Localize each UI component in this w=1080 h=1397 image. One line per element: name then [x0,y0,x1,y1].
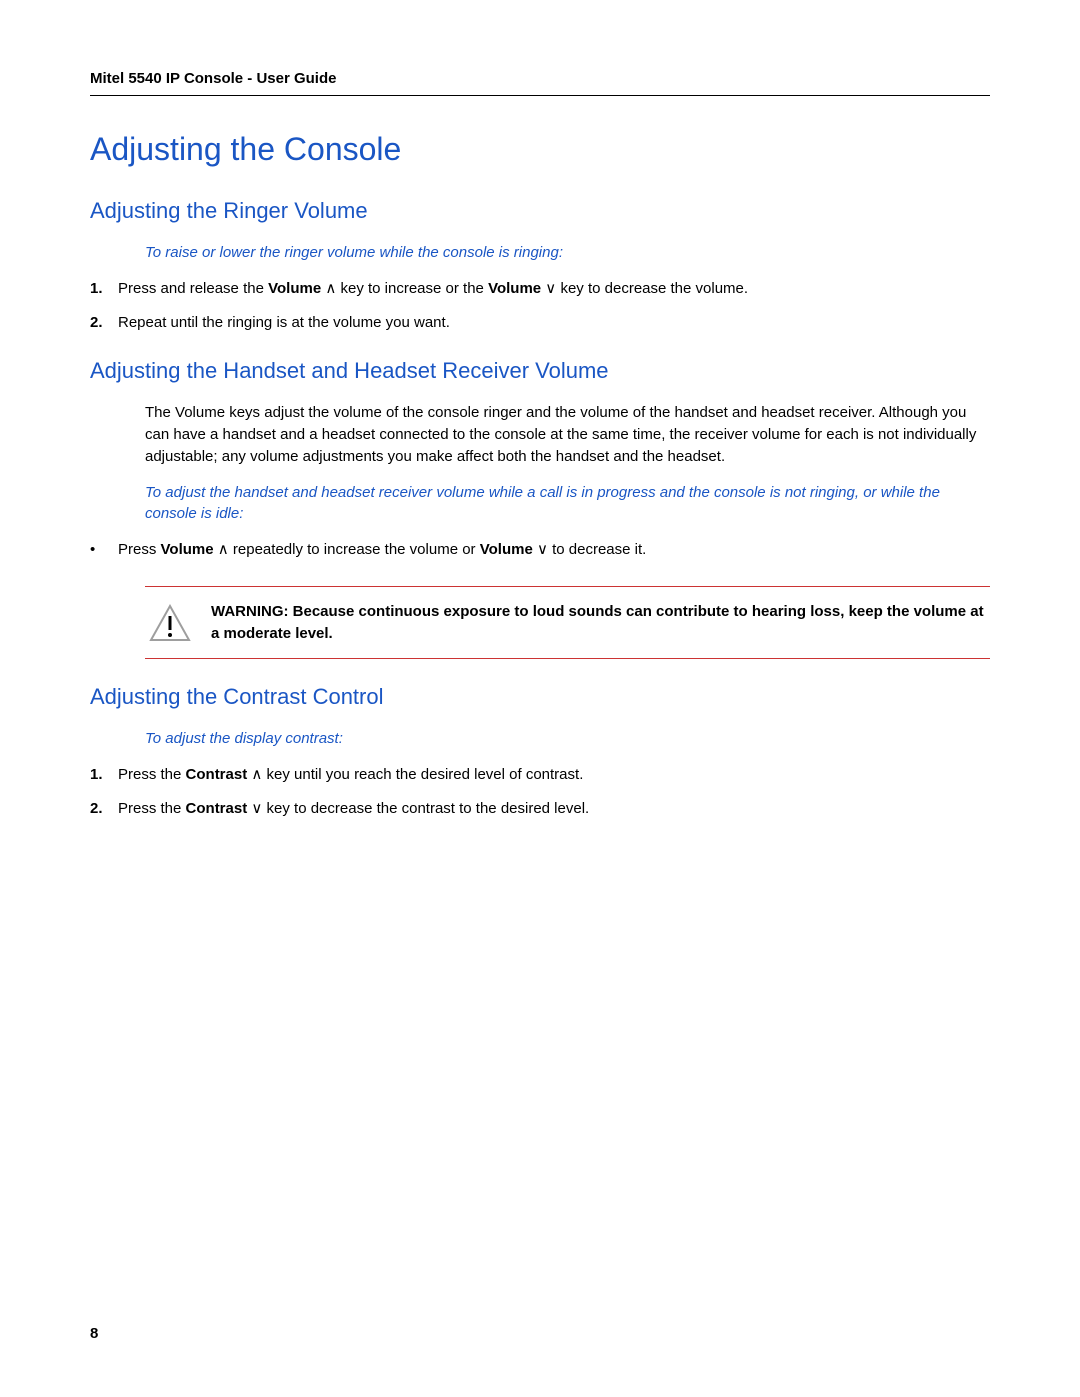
instruction-contrast: To adjust the display contrast: [145,728,980,750]
page-header: Mitel 5540 IP Console - User Guide [90,70,990,96]
list-item: 2. Repeat until the ringing is at the vo… [90,312,990,334]
step-text: Press the Contrast ∧ key until you reach… [118,764,990,786]
step-number: 2. [90,312,118,334]
instruction-ringer: To raise or lower the ringer volume whil… [145,242,980,264]
step-number: 1. [90,764,118,786]
bullet-marker: • [90,539,118,561]
receiver-paragraph: The Volume keys adjust the volume of the… [145,402,980,467]
ringer-steps: 1. Press and release the Volume ∧ key to… [90,278,990,334]
instruction-receiver: To adjust the handset and headset receiv… [145,482,980,526]
warning-icon [149,604,191,642]
list-item: 1. Press and release the Volume ∧ key to… [90,278,990,300]
section-heading-receiver: Adjusting the Handset and Headset Receiv… [90,358,990,384]
list-item: 1. Press the Contrast ∧ key until you re… [90,764,990,786]
step-text: Press the Contrast ∨ key to decrease the… [118,798,990,820]
contrast-steps: 1. Press the Contrast ∧ key until you re… [90,764,990,820]
section-heading-ringer: Adjusting the Ringer Volume [90,198,990,224]
warning-text: WARNING: Because continuous exposure to … [211,601,986,645]
document-page: Mitel 5540 IP Console - User Guide Adjus… [0,0,1080,1397]
bullet-text: Press Volume ∧ repeatedly to increase th… [118,539,990,561]
section-heading-contrast: Adjusting the Contrast Control [90,684,990,710]
step-text: Press and release the Volume ∧ key to in… [118,278,990,300]
main-heading: Adjusting the Console [90,131,990,168]
list-item: 2. Press the Contrast ∨ key to decrease … [90,798,990,820]
list-item: • Press Volume ∧ repeatedly to increase … [90,539,990,561]
step-number: 1. [90,278,118,300]
receiver-bullets: • Press Volume ∧ repeatedly to increase … [90,539,990,561]
step-text: Repeat until the ringing is at the volum… [118,312,990,334]
page-number: 8 [90,1325,98,1342]
step-number: 2. [90,798,118,820]
warning-callout: WARNING: Because continuous exposure to … [145,586,990,660]
